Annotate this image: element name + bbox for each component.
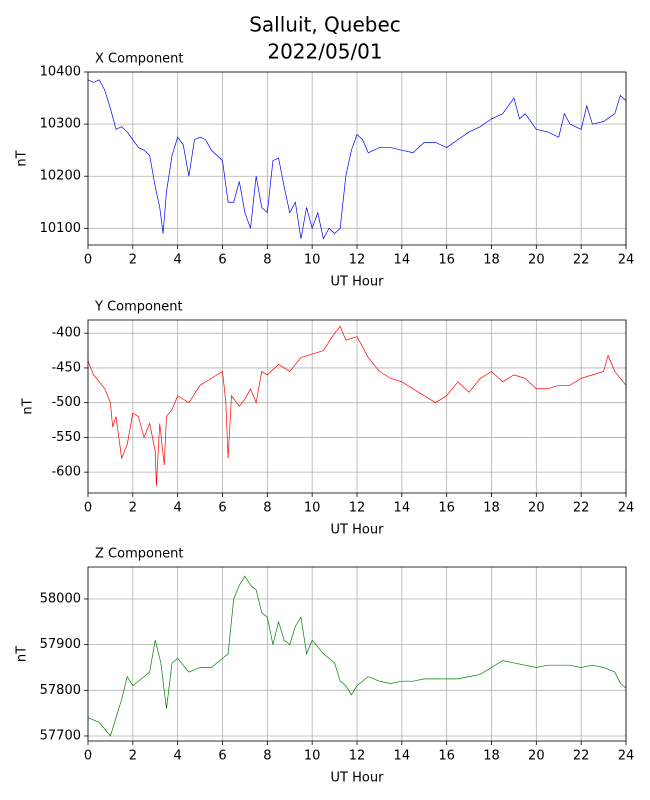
x-tick-label: 6: [218, 253, 226, 268]
x-tick-label: 0: [84, 749, 92, 764]
x-tick-label: 6: [218, 501, 226, 516]
plot-frame: [87, 319, 627, 494]
y-tick-label: 58000: [40, 591, 81, 606]
x-tick-label: 14: [394, 253, 411, 268]
x-tick-label: 10: [304, 749, 321, 764]
x-tick-label: 0: [84, 501, 92, 516]
x-tick-label: 22: [573, 253, 590, 268]
x-tick-label: 14: [394, 501, 411, 516]
y-tick-label: -450: [51, 360, 81, 375]
x-tick-label: 12: [349, 253, 366, 268]
x-tick-label: 20: [528, 749, 545, 764]
x-tick-label: 22: [573, 749, 590, 764]
subplot-title: Y Component: [94, 300, 183, 315]
x-tick-label: 24: [618, 253, 635, 268]
y-tick-label: 10100: [40, 221, 81, 236]
x-tick-label: 18: [483, 501, 500, 516]
y-tick-label: 57700: [40, 728, 81, 743]
y-tick-label: -400: [51, 326, 81, 341]
figure-title: Salluit, Quebec: [249, 13, 401, 37]
x-tick-label: 24: [618, 501, 635, 516]
x-tick-label: 16: [438, 501, 455, 516]
data-line: [87, 79, 627, 240]
x-tick-label: 12: [349, 749, 366, 764]
x-axis-label: UT Hour: [331, 275, 385, 290]
y-axis-label: nT: [15, 150, 30, 166]
y-tick-label: 10200: [40, 169, 81, 184]
plot-frame: [87, 566, 627, 742]
x-tick-label: 16: [438, 253, 455, 268]
y-tick-label: 10300: [40, 117, 81, 132]
x-tick-label: 16: [438, 749, 455, 764]
figure-subtitle: 2022/05/01: [267, 40, 382, 64]
data-line: [87, 575, 627, 737]
y-tick-label: -550: [51, 430, 81, 445]
x-tick-label: 6: [218, 749, 226, 764]
plot-frame: [87, 71, 627, 246]
x-tick-label: 12: [349, 501, 366, 516]
y-tick-label: 10400: [40, 65, 81, 80]
subplot-title: Z Component: [95, 547, 184, 562]
x-axis-label: UT Hour: [331, 523, 385, 538]
x-tick-label: 8: [263, 501, 271, 516]
x-tick-label: 4: [174, 501, 182, 516]
x-tick-label: 2: [129, 749, 137, 764]
x-tick-label: 10: [304, 253, 321, 268]
y-tick-label: -600: [51, 465, 81, 480]
y-axis-label: nT: [15, 646, 30, 662]
subplot-title: X Component: [95, 52, 184, 67]
x-tick-label: 4: [174, 253, 182, 268]
x-tick-label: 4: [174, 749, 182, 764]
x-tick-label: 2: [129, 253, 137, 268]
x-tick-label: 2: [129, 501, 137, 516]
x-tick-label: 24: [618, 749, 635, 764]
x-tick-label: 0: [84, 253, 92, 268]
y-tick-label: 57900: [40, 637, 81, 652]
x-tick-label: 8: [263, 253, 271, 268]
y-tick-label: -500: [51, 395, 81, 410]
x-tick-label: 22: [573, 501, 590, 516]
y-tick-label: 57800: [40, 683, 81, 698]
x-tick-label: 8: [263, 749, 271, 764]
x-axis-label: UT Hour: [331, 771, 385, 786]
x-tick-label: 18: [483, 253, 500, 268]
data-line: [87, 325, 627, 487]
x-tick-label: 10: [304, 501, 321, 516]
x-tick-label: 20: [528, 501, 545, 516]
y-axis-label: nT: [21, 398, 36, 414]
x-tick-label: 18: [483, 749, 500, 764]
x-tick-label: 14: [394, 749, 411, 764]
x-tick-label: 20: [528, 253, 545, 268]
